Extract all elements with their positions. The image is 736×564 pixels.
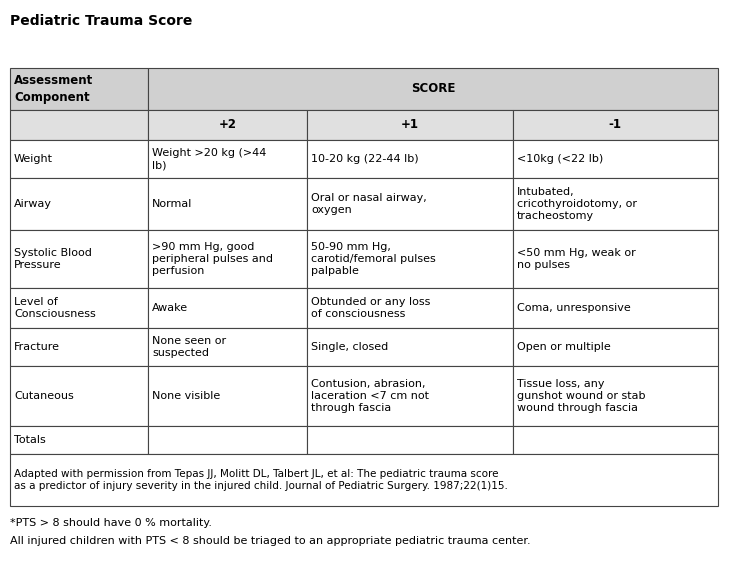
Text: *PTS > 8 should have 0 % mortality.: *PTS > 8 should have 0 % mortality. [10, 518, 212, 528]
Text: Open or multiple: Open or multiple [517, 342, 610, 352]
Text: Single, closed: Single, closed [311, 342, 389, 352]
Text: Airway: Airway [14, 199, 52, 209]
Text: None visible: None visible [152, 391, 220, 401]
Text: Tissue loss, any
gunshot wound or stab
wound through fascia: Tissue loss, any gunshot wound or stab w… [517, 378, 645, 413]
Text: Awake: Awake [152, 303, 188, 313]
Bar [10, 230, 148, 288]
Bar [513, 178, 718, 230]
Text: SCORE: SCORE [411, 82, 456, 95]
Bar [148, 68, 718, 110]
Bar [10, 426, 148, 454]
Bar [308, 328, 513, 366]
Text: Contusion, abrasion,
laceration <7 cm not
through fascia: Contusion, abrasion, laceration <7 cm no… [311, 378, 429, 413]
Bar [513, 328, 718, 366]
Bar [513, 366, 718, 426]
Bar [148, 178, 308, 230]
Bar [10, 454, 718, 506]
Bar [308, 426, 513, 454]
Bar [308, 288, 513, 328]
Bar [148, 288, 308, 328]
Text: None seen or
suspected: None seen or suspected [152, 336, 226, 358]
Bar [308, 178, 513, 230]
Bar [148, 328, 308, 366]
Bar [10, 328, 148, 366]
Text: Weight >20 kg (>44
lb): Weight >20 kg (>44 lb) [152, 148, 266, 170]
Text: Pediatric Trauma Score: Pediatric Trauma Score [10, 14, 192, 28]
Bar [10, 366, 148, 426]
Text: 10-20 kg (22-44 lb): 10-20 kg (22-44 lb) [311, 154, 419, 164]
Bar [308, 230, 513, 288]
Bar [513, 140, 718, 178]
Bar [10, 110, 148, 140]
Text: Intubated,
cricothyroidotomy, or
tracheostomy: Intubated, cricothyroidotomy, or tracheo… [517, 187, 637, 222]
Bar [513, 110, 718, 140]
Text: Totals: Totals [14, 435, 46, 445]
Text: Assessment
Component: Assessment Component [14, 74, 93, 104]
Bar [10, 288, 148, 328]
Text: Level of
Consciousness: Level of Consciousness [14, 297, 96, 319]
Text: Weight: Weight [14, 154, 53, 164]
Text: +1: +1 [401, 118, 419, 131]
Bar [148, 110, 308, 140]
Text: 50-90 mm Hg,
carotid/femoral pulses
palpable: 50-90 mm Hg, carotid/femoral pulses palp… [311, 241, 436, 276]
Bar [513, 230, 718, 288]
Bar [308, 140, 513, 178]
Bar [308, 110, 513, 140]
Text: -1: -1 [609, 118, 622, 131]
Text: >90 mm Hg, good
peripheral pulses and
perfusion: >90 mm Hg, good peripheral pulses and pe… [152, 241, 273, 276]
Text: All injured children with PTS < 8 should be triaged to an appropriate pediatric : All injured children with PTS < 8 should… [10, 536, 531, 546]
Bar [148, 140, 308, 178]
Bar [10, 178, 148, 230]
Text: Normal: Normal [152, 199, 192, 209]
Bar [513, 288, 718, 328]
Bar [513, 426, 718, 454]
Text: <50 mm Hg, weak or
no pulses: <50 mm Hg, weak or no pulses [517, 248, 635, 270]
Bar [10, 68, 148, 110]
Bar [148, 366, 308, 426]
Text: Cutaneous: Cutaneous [14, 391, 74, 401]
Text: Oral or nasal airway,
oxygen: Oral or nasal airway, oxygen [311, 193, 427, 215]
Text: Obtunded or any loss
of consciousness: Obtunded or any loss of consciousness [311, 297, 431, 319]
Text: Systolic Blood
Pressure: Systolic Blood Pressure [14, 248, 92, 270]
Bar [148, 426, 308, 454]
Text: Adapted with permission from Tepas JJ, Molitt DL, Talbert JL, et al: The pediatr: Adapted with permission from Tepas JJ, M… [14, 469, 508, 491]
Text: +2: +2 [219, 118, 237, 131]
Bar [148, 230, 308, 288]
Bar [10, 140, 148, 178]
Text: <10kg (<22 lb): <10kg (<22 lb) [517, 154, 603, 164]
Text: Fracture: Fracture [14, 342, 60, 352]
Text: Coma, unresponsive: Coma, unresponsive [517, 303, 631, 313]
Bar [308, 366, 513, 426]
